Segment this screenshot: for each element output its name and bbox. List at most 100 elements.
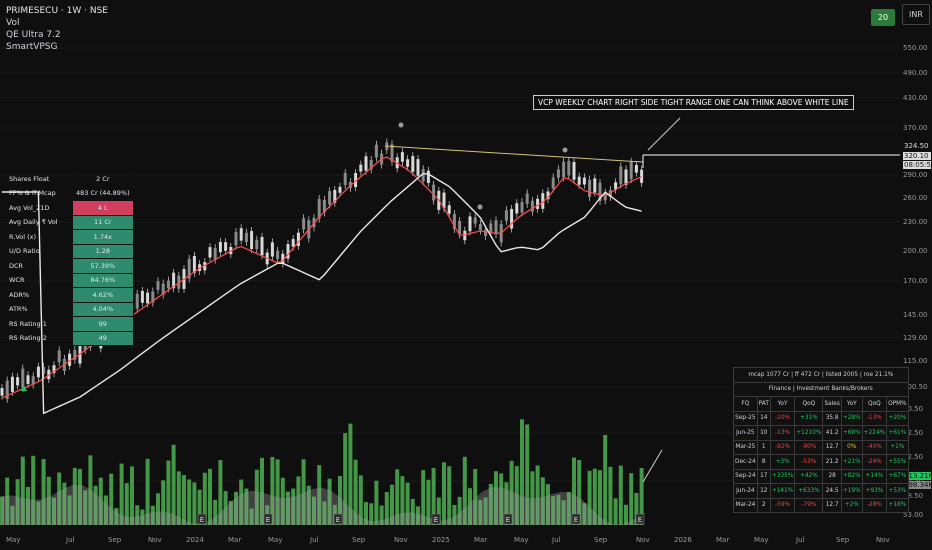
time-tick: Mar [228,536,242,544]
earnings-marker[interactable] [431,513,441,525]
candle-body [140,290,144,303]
volume-bar [462,456,467,525]
volume-bar [473,468,478,525]
volume-bar [109,473,114,525]
candle-body [629,161,633,180]
volume-bar [353,459,358,525]
volume-bar [436,497,441,525]
volume-bar [130,466,134,525]
symbol-title[interactable]: PRIMESECU · 1W · NSE [6,6,108,16]
indicator-qe-ultra[interactable]: QE Ultra 7.2 [6,30,61,40]
fundamentals-cell: -20% [769,410,796,426]
stats-row: Avg Daily ₹ Vol 11 Cr [6,214,134,230]
price-tick: 82.50 [903,429,924,437]
volume-bar [140,509,145,525]
time-tick: Jul [796,536,805,544]
candle-body [369,160,373,170]
candle-body [463,230,467,241]
stats-panel: Shares Float 2 Cr FF% & ff.Mcap 483 Cr (44.… [6,171,134,346]
candle-body [530,200,534,212]
candle-body [208,247,212,258]
earnings-marker-label: E [434,516,438,524]
volume-bar [156,493,160,525]
fundamentals-cell: +61% [886,425,909,441]
volume-bar [296,476,301,525]
price-tick: 260.00 [903,194,928,202]
candle-body [213,248,217,260]
volume-bar [343,433,348,525]
fundamentals-cell: +19% [840,483,863,499]
volume-bar [488,483,493,525]
earnings-marker-label: E [266,516,270,524]
currency-button[interactable]: INR [902,4,930,25]
candle-body [36,366,40,378]
fundamentals-cell: +20% [886,410,909,426]
volume-bar [566,491,571,525]
stats-row: Avg Vol_21D 4 L [6,200,134,216]
candle-body [239,228,243,241]
time-tick: May [514,536,529,544]
volume-bar [26,486,30,525]
earnings-marker[interactable] [197,513,207,525]
candle-body [68,353,72,366]
candle-body [255,239,259,250]
indicator-vol[interactable]: Vol [6,18,20,28]
price-tick: 200.00 [903,247,928,255]
earnings-marker[interactable] [263,513,273,525]
earnings-marker[interactable] [571,513,581,525]
volume-bar [426,479,431,525]
volume-bar [286,491,290,525]
stats-row: ADR% 4.62% [6,287,134,303]
volume-bar [78,468,82,525]
candle-body [291,239,295,247]
volume-bar [244,488,249,525]
time-tick: Sep [594,536,608,544]
volume-bar [301,459,306,525]
pivot-marker [562,147,568,153]
candle-body [603,192,607,201]
volume-bar [561,500,566,525]
volume-bar [317,465,322,525]
stats-label: WCR [9,276,25,285]
fundamentals-cell: 35.8 [822,410,842,426]
indicator-smartvpsg[interactable]: SmartVPSG [6,42,58,52]
candle-body [582,177,586,185]
candle-body [244,232,248,242]
stats-label: RS Rating 2 [9,334,47,343]
alert-count-badge[interactable]: 20 [871,9,895,26]
volume-bar [572,457,576,525]
candle-body [57,350,61,363]
volume-bar [249,508,254,525]
fundamentals-cell: 28 [822,468,842,484]
earnings-marker[interactable] [503,513,513,525]
candle-body [52,365,56,374]
stats-value: 2 Cr [72,171,134,187]
volume-bar [119,463,124,525]
volume-bar [603,434,608,525]
price-tick: 145.00 [903,311,928,319]
fundamentals-cell: -90% [794,439,824,455]
stats-label: R.Vol (x) [9,232,37,241]
candle-body [302,218,306,230]
fundamentals-cell: -92% [769,439,796,455]
fundamentals-cell: Jun-24 [733,483,758,499]
volume-bar [93,485,98,525]
fundamentals-row: Jun-25 10 -13% +1210% 41.2 +68% +224% +61% [733,425,909,441]
volume-bar [598,470,602,525]
earnings-marker[interactable] [635,513,645,525]
volume-bar [15,479,20,525]
fundamentals-cell: +53% [886,483,909,499]
candle-body [478,224,482,231]
fundamentals-cell: Mar-24 [733,497,758,513]
volume-bar [41,459,46,525]
candle-body [504,210,508,221]
candle-body [520,202,524,213]
earnings-marker[interactable] [333,513,343,525]
candle-body [452,214,456,229]
fundamentals-cell: +18% [886,497,909,513]
candle-body [343,173,347,186]
fundamentals-cell: 0% [840,439,863,455]
fundamentals-cell: -79% [794,497,824,513]
volume-bar [416,506,420,525]
